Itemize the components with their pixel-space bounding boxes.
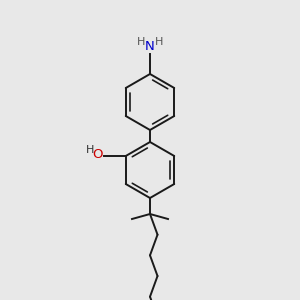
Text: H: H bbox=[137, 37, 145, 47]
Text: O: O bbox=[92, 148, 103, 161]
Text: N: N bbox=[145, 40, 155, 53]
Text: H: H bbox=[85, 145, 94, 155]
Text: H: H bbox=[155, 37, 163, 47]
